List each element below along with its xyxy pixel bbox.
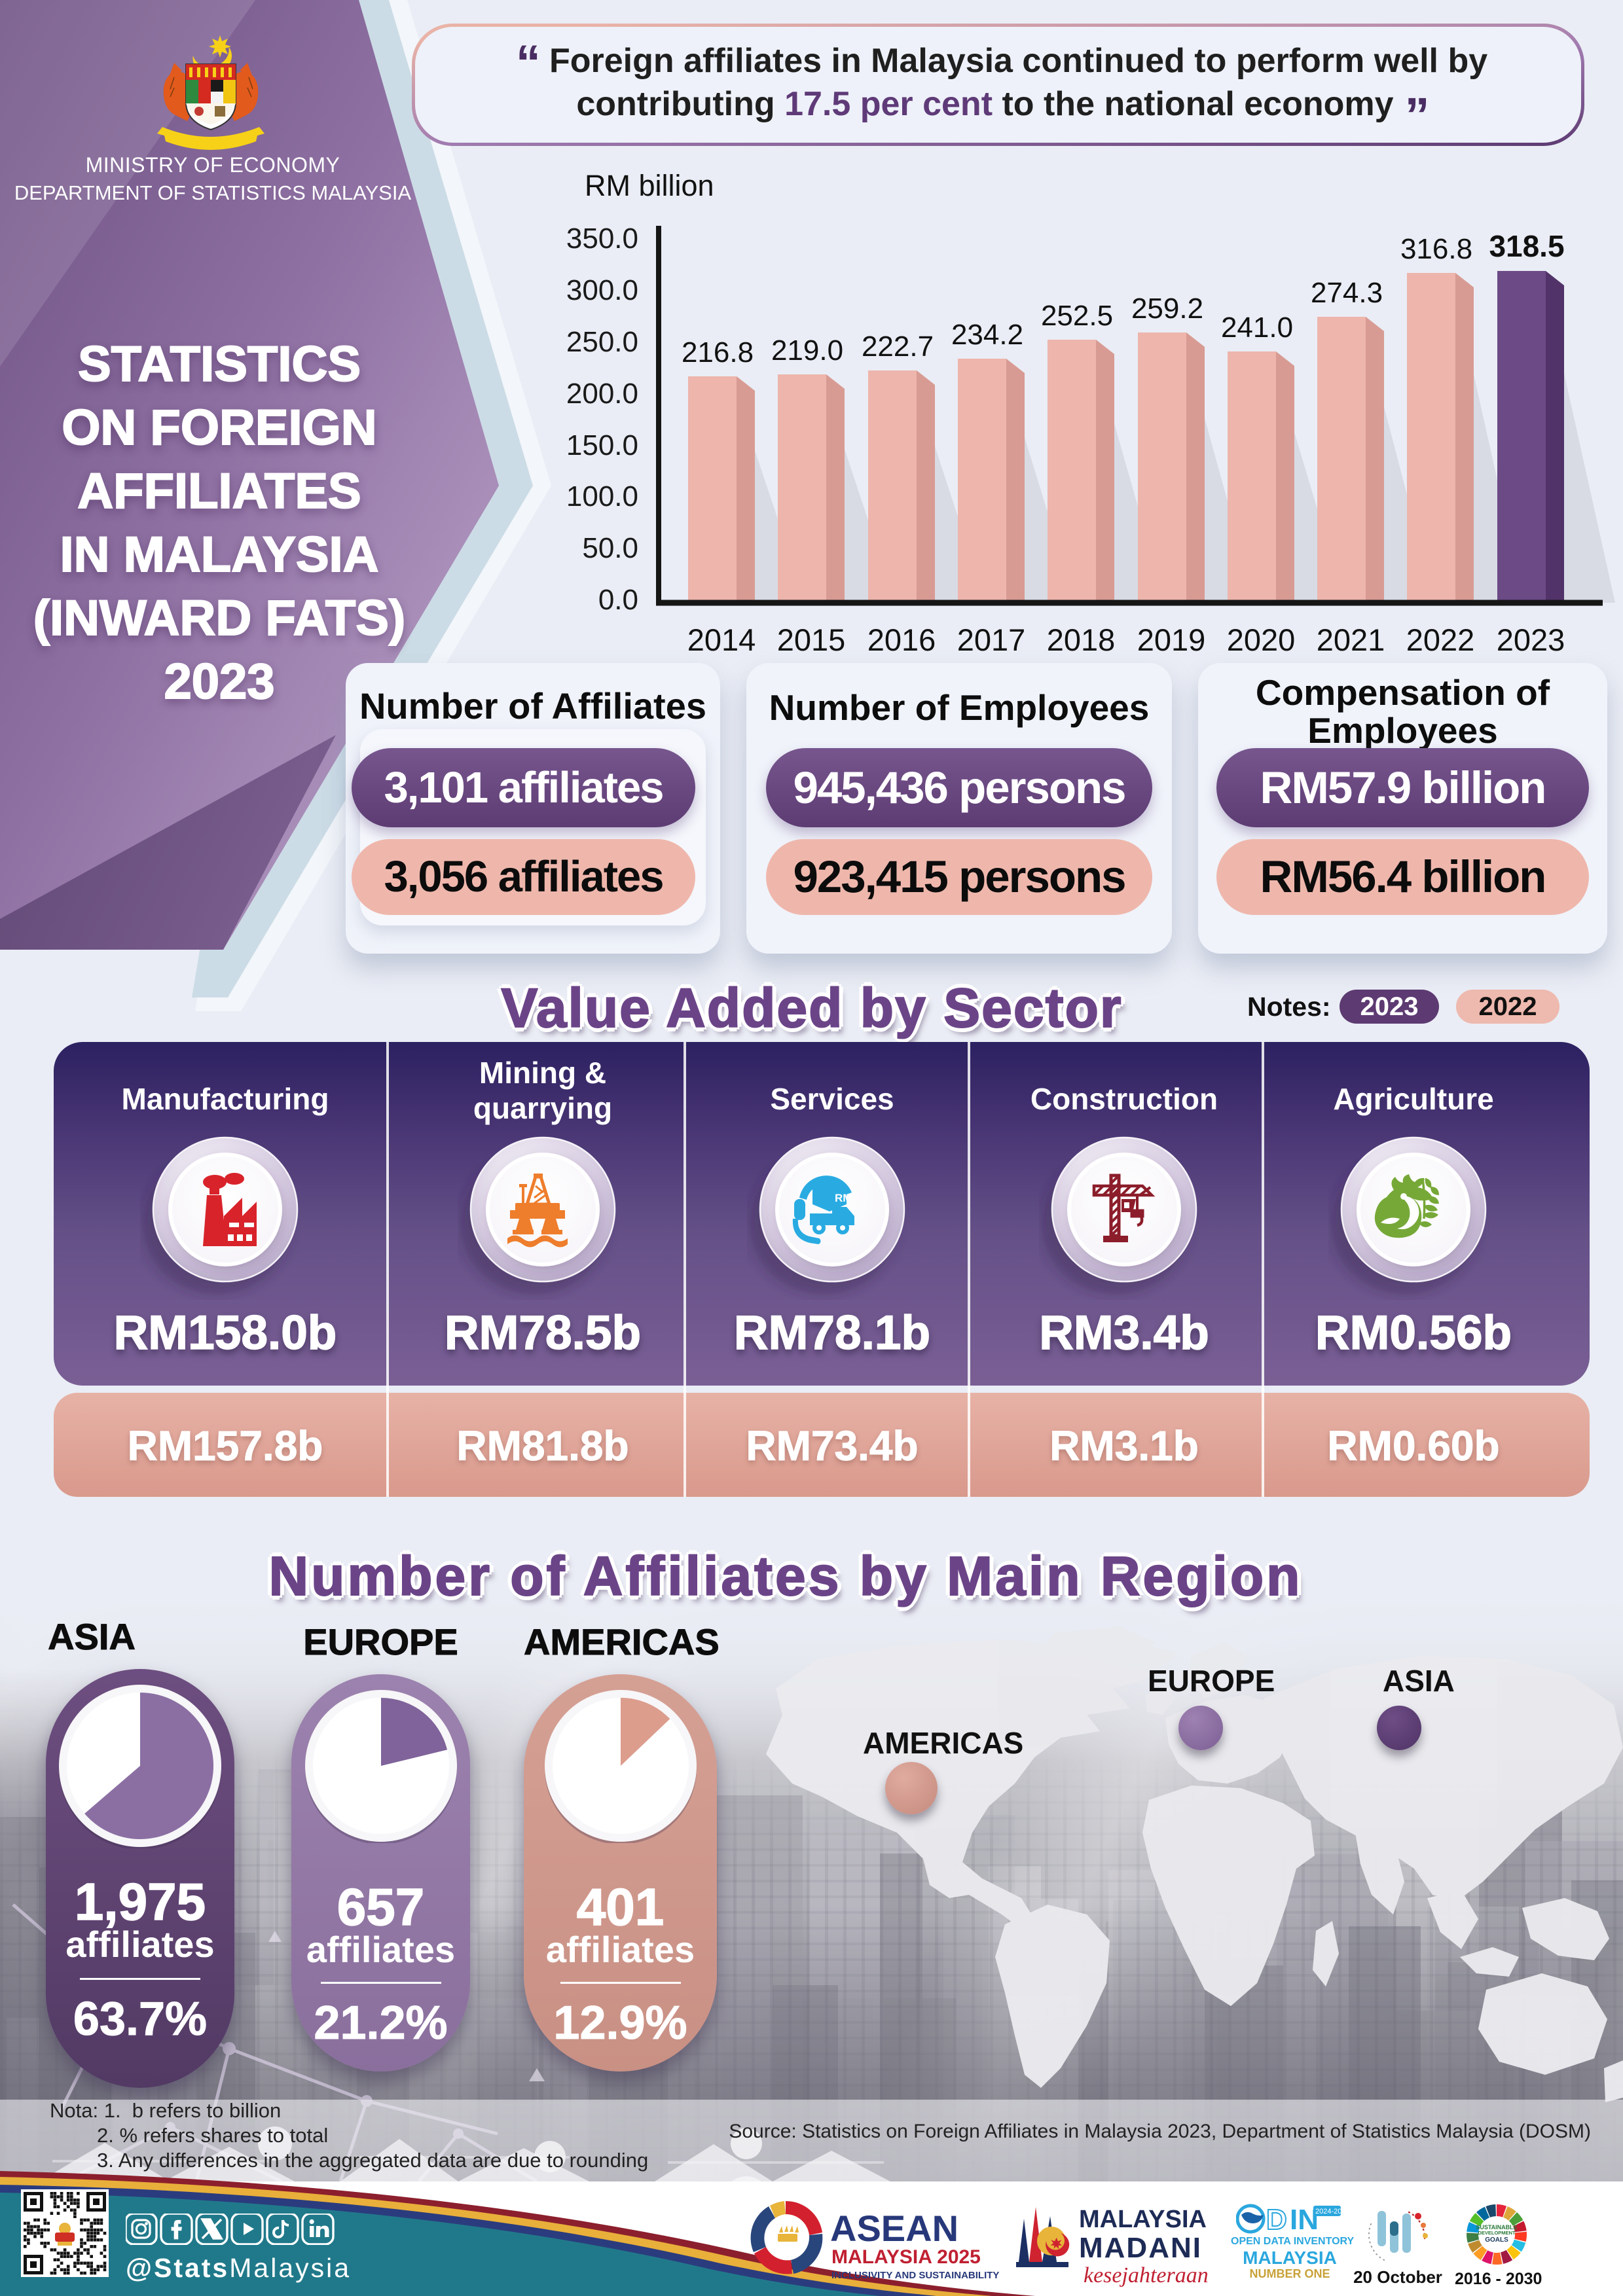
svg-text:2014: 2014	[687, 622, 756, 657]
svg-text:D: D	[1266, 2204, 1287, 2236]
svg-text:241.0: 241.0	[1221, 312, 1293, 344]
svg-text:50.0: 50.0	[582, 532, 638, 564]
svg-text:2016: 2016	[867, 622, 936, 657]
svg-text:2020: 2020	[1227, 622, 1296, 657]
svg-text:300.0: 300.0	[566, 274, 638, 306]
svg-text:SUSTAINABLE: SUSTAINABLE	[1476, 2224, 1517, 2231]
svg-text:2024-2025: 2024-2025	[1315, 2208, 1341, 2215]
svg-text:200.0: 200.0	[566, 378, 638, 410]
svg-text:2019: 2019	[1137, 622, 1206, 657]
svg-text:2022: 2022	[1406, 622, 1475, 657]
svg-text:100.0: 100.0	[566, 480, 638, 512]
svg-text:318.5: 318.5	[1489, 229, 1564, 263]
svg-text:316.8: 316.8	[1400, 233, 1472, 265]
svg-text:216.8: 216.8	[682, 336, 754, 368]
svg-text:150.0: 150.0	[566, 429, 638, 461]
svg-text:RM: RM	[835, 1192, 852, 1204]
svg-text:2023: 2023	[1497, 622, 1565, 657]
svg-text:0.0: 0.0	[598, 584, 638, 616]
svg-text:222.7: 222.7	[862, 331, 934, 363]
svg-text:274.3: 274.3	[1311, 277, 1383, 309]
svg-text:2021: 2021	[1317, 622, 1385, 657]
svg-text:2017: 2017	[957, 622, 1026, 657]
svg-text:252.5: 252.5	[1041, 300, 1113, 332]
svg-text:DEVELOPMENT: DEVELOPMENT	[1478, 2230, 1516, 2236]
svg-text:2015: 2015	[777, 622, 846, 657]
svg-text:219.0: 219.0	[771, 334, 843, 367]
svg-text:2018: 2018	[1047, 622, 1116, 657]
svg-text:250.0: 250.0	[566, 326, 638, 358]
svg-text:234.2: 234.2	[951, 319, 1023, 351]
svg-text:350.0: 350.0	[566, 223, 638, 255]
svg-text:GOALS: GOALS	[1485, 2236, 1508, 2244]
svg-text:259.2: 259.2	[1131, 293, 1203, 325]
